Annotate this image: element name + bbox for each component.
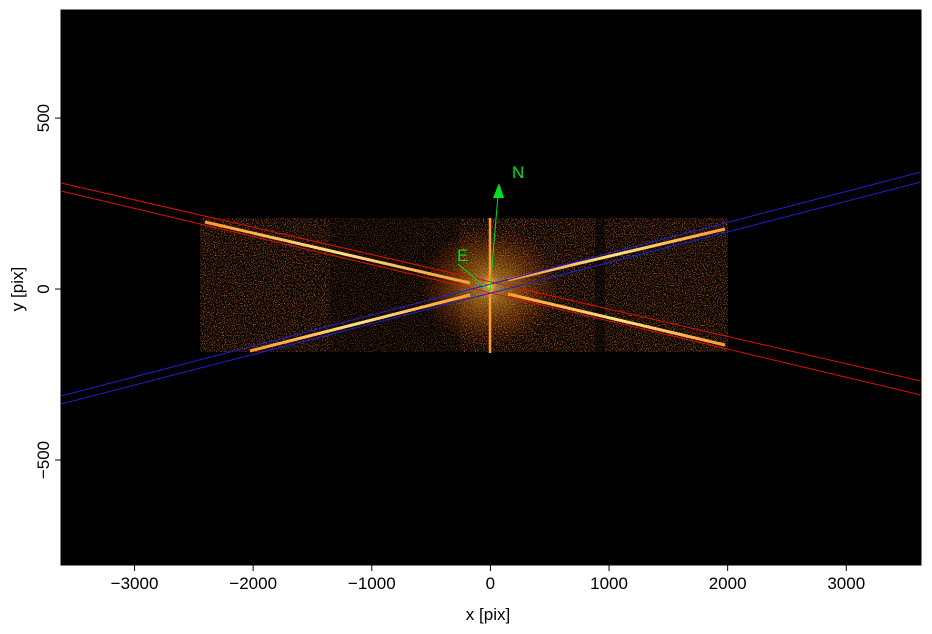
y-tick-label: −500 [34, 441, 53, 479]
y-tick-label: 0 [34, 284, 53, 293]
y-tick-label: 500 [34, 104, 53, 132]
annotation: E [457, 246, 468, 265]
x-tick-label: 1000 [590, 574, 628, 593]
image [61, 10, 921, 565]
x-tick-label: −3000 [111, 574, 159, 593]
plot-frame [60, 9, 922, 566]
annotation: N [512, 163, 524, 182]
x-tick-label: −2000 [229, 574, 277, 593]
y-axis-label: y [pix] [8, 267, 27, 311]
x-tick-label: 2000 [709, 574, 747, 593]
x-tick-label: 0 [486, 574, 495, 593]
x-tick-label: −1000 [348, 574, 396, 593]
x-tick-label: 3000 [827, 574, 865, 593]
x-axis-label: x [pix] [466, 605, 510, 624]
